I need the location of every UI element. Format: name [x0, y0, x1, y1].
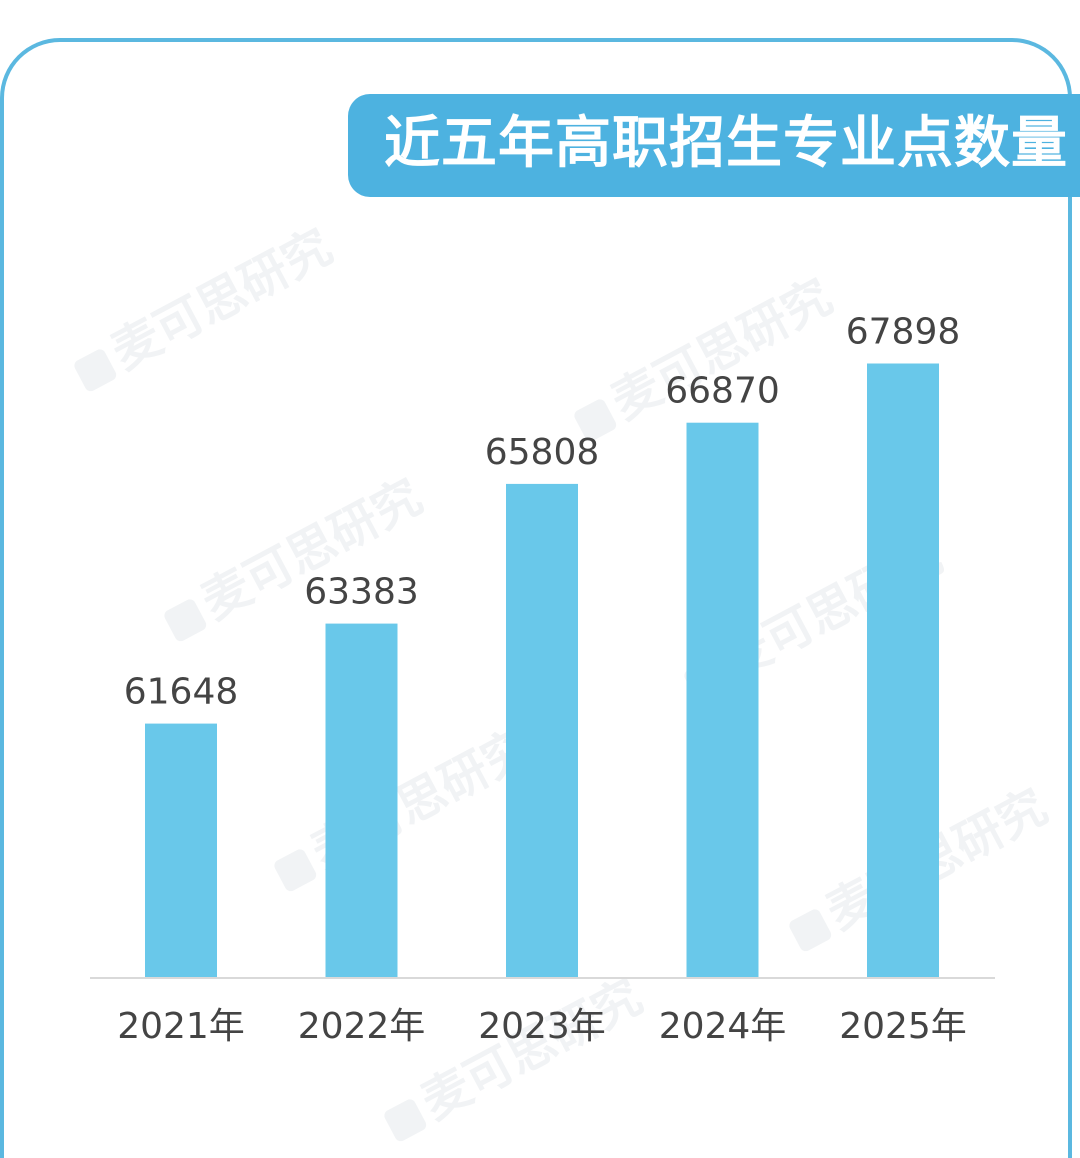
category-label: 2021年 — [117, 1006, 245, 1047]
value-labels-group: 61648 63383 65808 66870 67898 — [124, 312, 961, 713]
category-labels-group: 2021年 2022年 2023年 2024年 2025年 — [117, 1006, 967, 1047]
value-label: 66870 — [665, 371, 780, 412]
category-label: 2025年 — [839, 1006, 967, 1047]
bar-chart: 61648 63383 65808 66870 67898 2021年 2022年 2023… — [90, 312, 995, 1047]
chart-title: 近五年高职招生专业点数量 — [384, 111, 1068, 176]
category-label: 2022年 — [298, 1006, 426, 1047]
value-label: 63383 — [304, 572, 419, 613]
category-label: 2023年 — [478, 1006, 606, 1047]
value-label: 65808 — [485, 432, 600, 473]
value-label: 61648 — [124, 672, 239, 713]
title-banner — [348, 94, 1080, 197]
bar-2023年 — [506, 483, 578, 977]
bar-2022年 — [325, 623, 398, 977]
value-label: 67898 — [846, 312, 961, 353]
bar-2024年 — [686, 422, 759, 977]
bar-2025年 — [867, 363, 939, 977]
bars-group — [145, 363, 939, 977]
bar-2021年 — [145, 723, 217, 977]
category-label: 2024年 — [659, 1006, 787, 1047]
